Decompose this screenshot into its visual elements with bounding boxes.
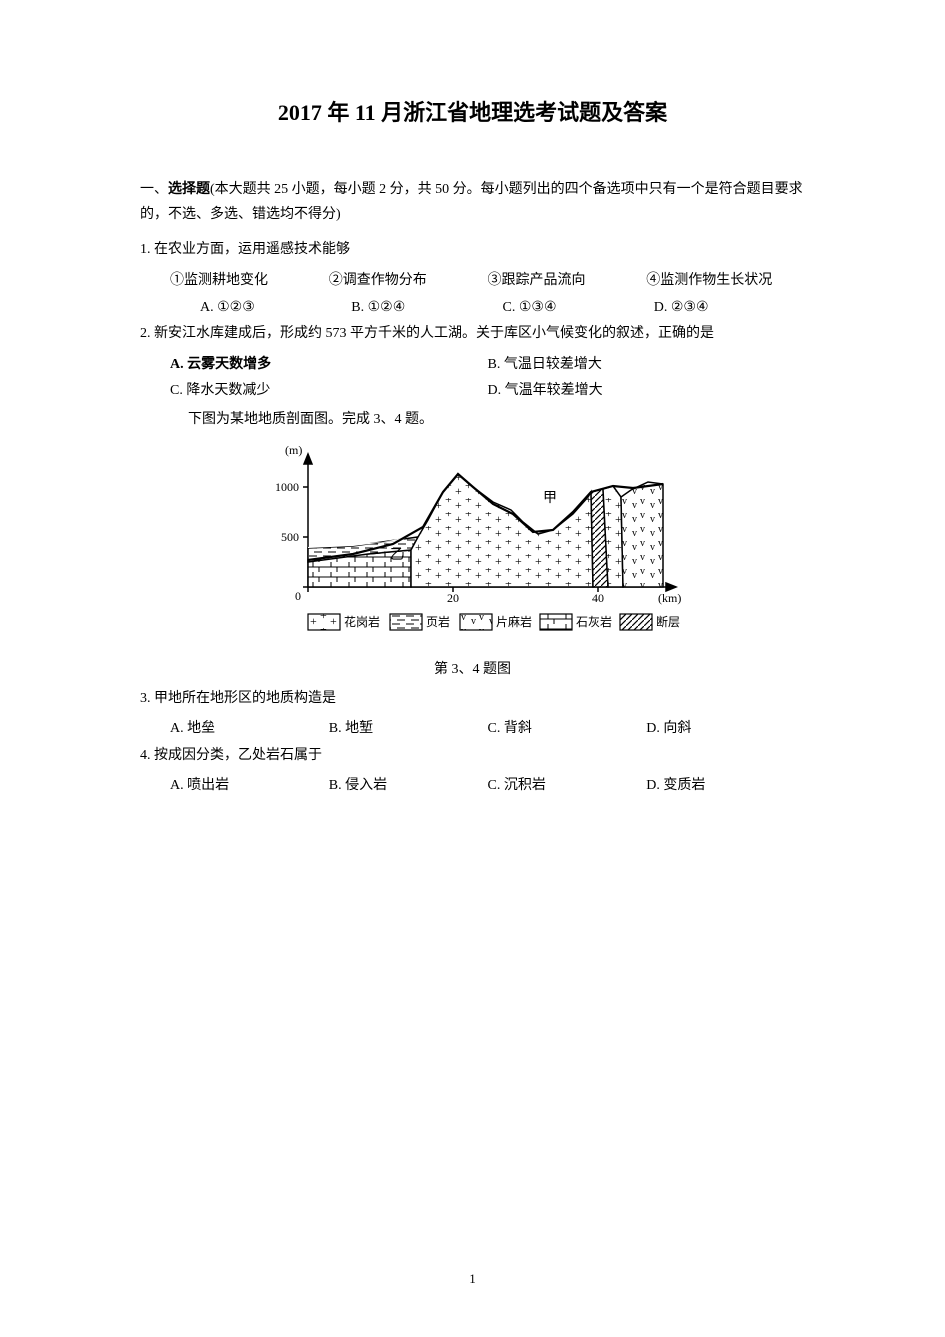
q2-options: A. 云雾天数增多 B. 气温日较差增大 C. 降水天数减少 D. 气温年较差增… (140, 352, 805, 405)
q3-optC: C. 背斜 (488, 716, 647, 743)
q4-options: A. 喷出岩 B. 侵入岩 C. 沉积岩 D. 变质岩 (140, 773, 805, 800)
q2-optB: B. 气温日较差增大 (488, 352, 806, 379)
section-bold: 选择题 (168, 182, 210, 197)
y-tick-0: 0 (295, 589, 301, 603)
legend-granite: 花岗岩 (344, 614, 380, 629)
figure-intro: 下图为某地地质剖面图。完成 3、4 题。 (140, 407, 805, 434)
q2-optA: A. 云雾天数增多 (170, 352, 488, 379)
y-unit-label: (m) (285, 443, 302, 457)
q3-options: A. 地垒 B. 地堑 C. 背斜 D. 向斜 (140, 716, 805, 743)
q1-optB: B. ①②④ (351, 295, 502, 322)
section-prefix: 一、 (140, 182, 168, 197)
legend-gneiss: 片麻岩 (496, 614, 532, 629)
q1-subitems: ①监测耕地变化 ②调查作物分布 ③跟踪产品流向 ④监测作物生长状况 (140, 268, 805, 295)
chart-title: 第 3、4 题图 (140, 658, 805, 678)
q3-stem: 3. 甲地所在地形区的地质构造是 (140, 686, 805, 713)
legend-shale: 页岩 (426, 614, 450, 629)
q3-optB: B. 地堑 (329, 716, 488, 743)
section-header: 一、选择题(本大题共 25 小题，每小题 2 分，共 50 分。每小题列出的四个… (140, 177, 805, 227)
y-tick-1000: 1000 (275, 480, 299, 494)
q1-sub4: ④监测作物生长状况 (646, 268, 805, 295)
q2-optC: C. 降水天数减少 (170, 378, 488, 405)
q1-optC: C. ①③④ (503, 295, 654, 322)
x-tick-40: 40 (592, 591, 604, 605)
q2-stem: 2. 新安江水库建成后，形成约 573 平方千米的人工湖。关于库区小气候变化的叙… (140, 321, 805, 348)
q1-stem: 1. 在农业方面，运用遥感技术能够 (140, 237, 805, 264)
q1-sub2: ②调查作物分布 (329, 268, 488, 295)
q4-optB: B. 侵入岩 (329, 773, 488, 800)
geology-chart: (m) 1000 500 0 20 40 (km) + + v v (140, 442, 805, 652)
q1-options: A. ①②③ B. ①②④ C. ①③④ D. ②③④ (140, 295, 805, 322)
x-tick-20: 20 (447, 591, 459, 605)
page-number: 1 (0, 1271, 945, 1287)
label-yi: 乙 (390, 547, 404, 563)
q3-optA: A. 地垒 (170, 716, 329, 743)
legend-fault: 断层 (656, 614, 680, 629)
y-tick-500: 500 (281, 530, 299, 544)
q4-optC: C. 沉积岩 (488, 773, 647, 800)
q4-stem: 4. 按成因分类，乙处岩石属于 (140, 743, 805, 770)
legend-limestone: 石灰岩 (576, 614, 612, 629)
q3-optD: D. 向斜 (646, 716, 805, 743)
q4-optA: A. 喷出岩 (170, 773, 329, 800)
q1-sub1: ①监测耕地变化 (170, 268, 329, 295)
q1-optA: A. ①②③ (200, 295, 351, 322)
q2-optD: D. 气温年较差增大 (488, 378, 806, 405)
q4-optD: D. 变质岩 (646, 773, 805, 800)
q1-optD: D. ②③④ (654, 295, 805, 322)
page-title: 2017 年 11 月浙江省地理选考试题及答案 (140, 95, 805, 127)
label-jia: 甲 (543, 491, 557, 506)
q1-sub3: ③跟踪产品流向 (488, 268, 647, 295)
section-text: (本大题共 25 小题，每小题 2 分，共 50 分。每小题列出的四个备选项中只… (140, 182, 803, 222)
x-unit-label: (km) (658, 591, 681, 605)
